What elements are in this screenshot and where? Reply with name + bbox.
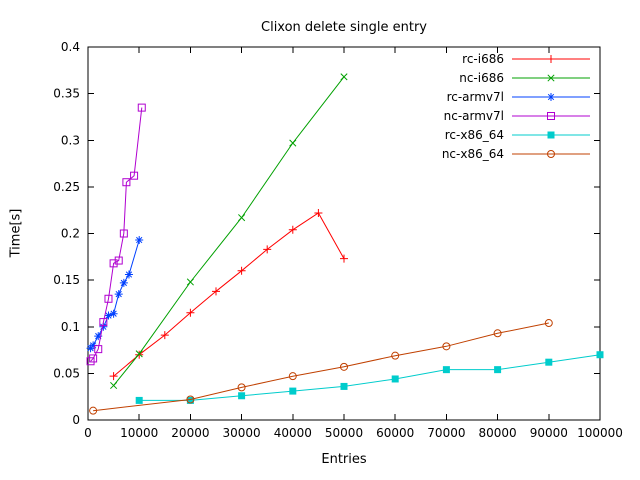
plus-marker-icon (109, 372, 118, 381)
y-tick-label: 0.35 (53, 87, 80, 101)
open-circle-marker-icon (442, 342, 451, 351)
open-circle-marker-icon (340, 362, 348, 371)
series-line-rc-armv7l (90, 239, 140, 349)
x-axis-label: Entries (321, 452, 367, 467)
plus-marker-icon (160, 331, 169, 340)
y-axis-label: Time[s] (8, 208, 24, 258)
cross-marker-icon (135, 350, 143, 358)
x-tick-label: 80000 (479, 426, 517, 440)
plus-marker-icon (263, 245, 272, 254)
x-tick-label: 0 (84, 426, 92, 440)
asterisk-marker-icon (114, 290, 123, 299)
open-square-marker-icon (122, 178, 131, 187)
filled-square-marker-icon (186, 396, 194, 404)
series-line-rc-i686 (113, 212, 345, 377)
filled-square-marker-icon (289, 387, 297, 395)
plus-marker-icon (340, 254, 348, 263)
filled-square-marker-icon (596, 351, 604, 359)
open-square-marker-icon (99, 318, 108, 327)
x-tick-label: 10000 (120, 426, 158, 440)
open-circle-marker-icon (288, 372, 297, 381)
chart-title: Clixon delete single entry (261, 20, 427, 35)
open-circle-marker-icon (544, 319, 553, 328)
series-line-nc-armv7l (90, 107, 143, 362)
series-line-nc-i686 (113, 76, 345, 386)
plus-marker-icon (186, 308, 195, 317)
legend-label-nc-armv7l: nc-armv7l (444, 109, 504, 123)
asterisk-marker-icon (135, 236, 144, 245)
y-tick-label: 0.15 (53, 273, 80, 287)
open-square-marker-icon (547, 112, 555, 120)
x-tick-label: 40000 (274, 426, 312, 440)
cross-marker-icon (340, 73, 348, 81)
open-square-marker-icon (119, 229, 128, 238)
filled-square-marker-icon (442, 366, 450, 374)
series-line-nc-x86_64 (93, 322, 549, 412)
open-circle-marker-icon (493, 329, 502, 338)
plus-marker-icon (135, 350, 144, 359)
open-circle-marker-icon (237, 383, 246, 392)
asterisk-marker-icon (89, 341, 98, 350)
open-circle-marker-icon (89, 406, 98, 415)
y-tick-label: 0.05 (53, 366, 80, 380)
open-square-marker-icon (137, 103, 146, 112)
open-square-marker-icon (104, 294, 113, 303)
y-tick-label: 0.2 (61, 227, 80, 241)
cross-marker-icon (186, 278, 194, 286)
cross-marker-icon (547, 74, 555, 82)
x-tick-label: 50000 (325, 426, 363, 440)
legend-label-rc-i686: rc-i686 (462, 52, 504, 66)
filled-square-marker-icon (238, 392, 246, 400)
y-tick-label: 0.25 (53, 180, 80, 194)
x-tick-label: 90000 (530, 426, 568, 440)
cross-marker-icon (110, 381, 118, 390)
x-tick-label: 100000 (577, 426, 623, 440)
series-line-rc-x86_64 (139, 354, 601, 401)
x-tick-label: 60000 (376, 426, 414, 440)
plus-marker-icon (288, 225, 297, 234)
filled-square-marker-icon (545, 358, 553, 366)
plot-border (87, 46, 601, 421)
asterisk-marker-icon (547, 93, 555, 101)
filled-square-marker-icon (494, 366, 502, 374)
open-circle-marker-icon (186, 395, 195, 404)
asterisk-marker-icon (119, 278, 128, 287)
y-tick-label: 0.3 (61, 133, 80, 147)
cross-marker-icon (289, 139, 297, 147)
legend-label-rc-armv7l: rc-armv7l (447, 90, 504, 104)
open-square-marker-icon (130, 171, 139, 180)
asterisk-marker-icon (109, 309, 118, 318)
x-tick-label: 30000 (223, 426, 261, 440)
filled-square-marker-icon (391, 375, 399, 383)
asterisk-marker-icon (124, 270, 133, 279)
asterisk-marker-icon (94, 332, 103, 341)
filled-square-marker-icon (135, 396, 143, 404)
open-square-marker-icon (114, 256, 123, 265)
open-square-marker-icon (89, 354, 98, 363)
x-tick-label: 20000 (171, 426, 209, 440)
legend-label-nc-i686: nc-i686 (459, 71, 504, 85)
asterisk-marker-icon (104, 311, 113, 320)
filled-square-marker-icon (340, 382, 348, 390)
open-circle-marker-icon (391, 351, 400, 360)
plus-marker-icon (547, 55, 555, 63)
open-square-marker-icon (109, 259, 118, 268)
plus-marker-icon (314, 208, 323, 217)
y-tick-label: 0 (72, 413, 80, 427)
open-square-marker-icon (86, 357, 95, 366)
plus-marker-icon (212, 287, 220, 296)
y-tick-label: 0.1 (61, 320, 80, 334)
open-circle-marker-icon (547, 150, 555, 158)
x-tick-label: 70000 (427, 426, 465, 440)
plus-marker-icon (237, 266, 246, 275)
legend-label-rc-x86_64: rc-x86_64 (445, 128, 504, 142)
open-square-marker-icon (94, 345, 103, 354)
asterisk-marker-icon (99, 322, 108, 331)
filled-square-marker-icon (547, 131, 555, 139)
legend-label-nc-x86_64: nc-x86_64 (442, 147, 504, 161)
y-tick-label: 0.4 (61, 40, 80, 54)
cross-marker-icon (238, 214, 246, 222)
